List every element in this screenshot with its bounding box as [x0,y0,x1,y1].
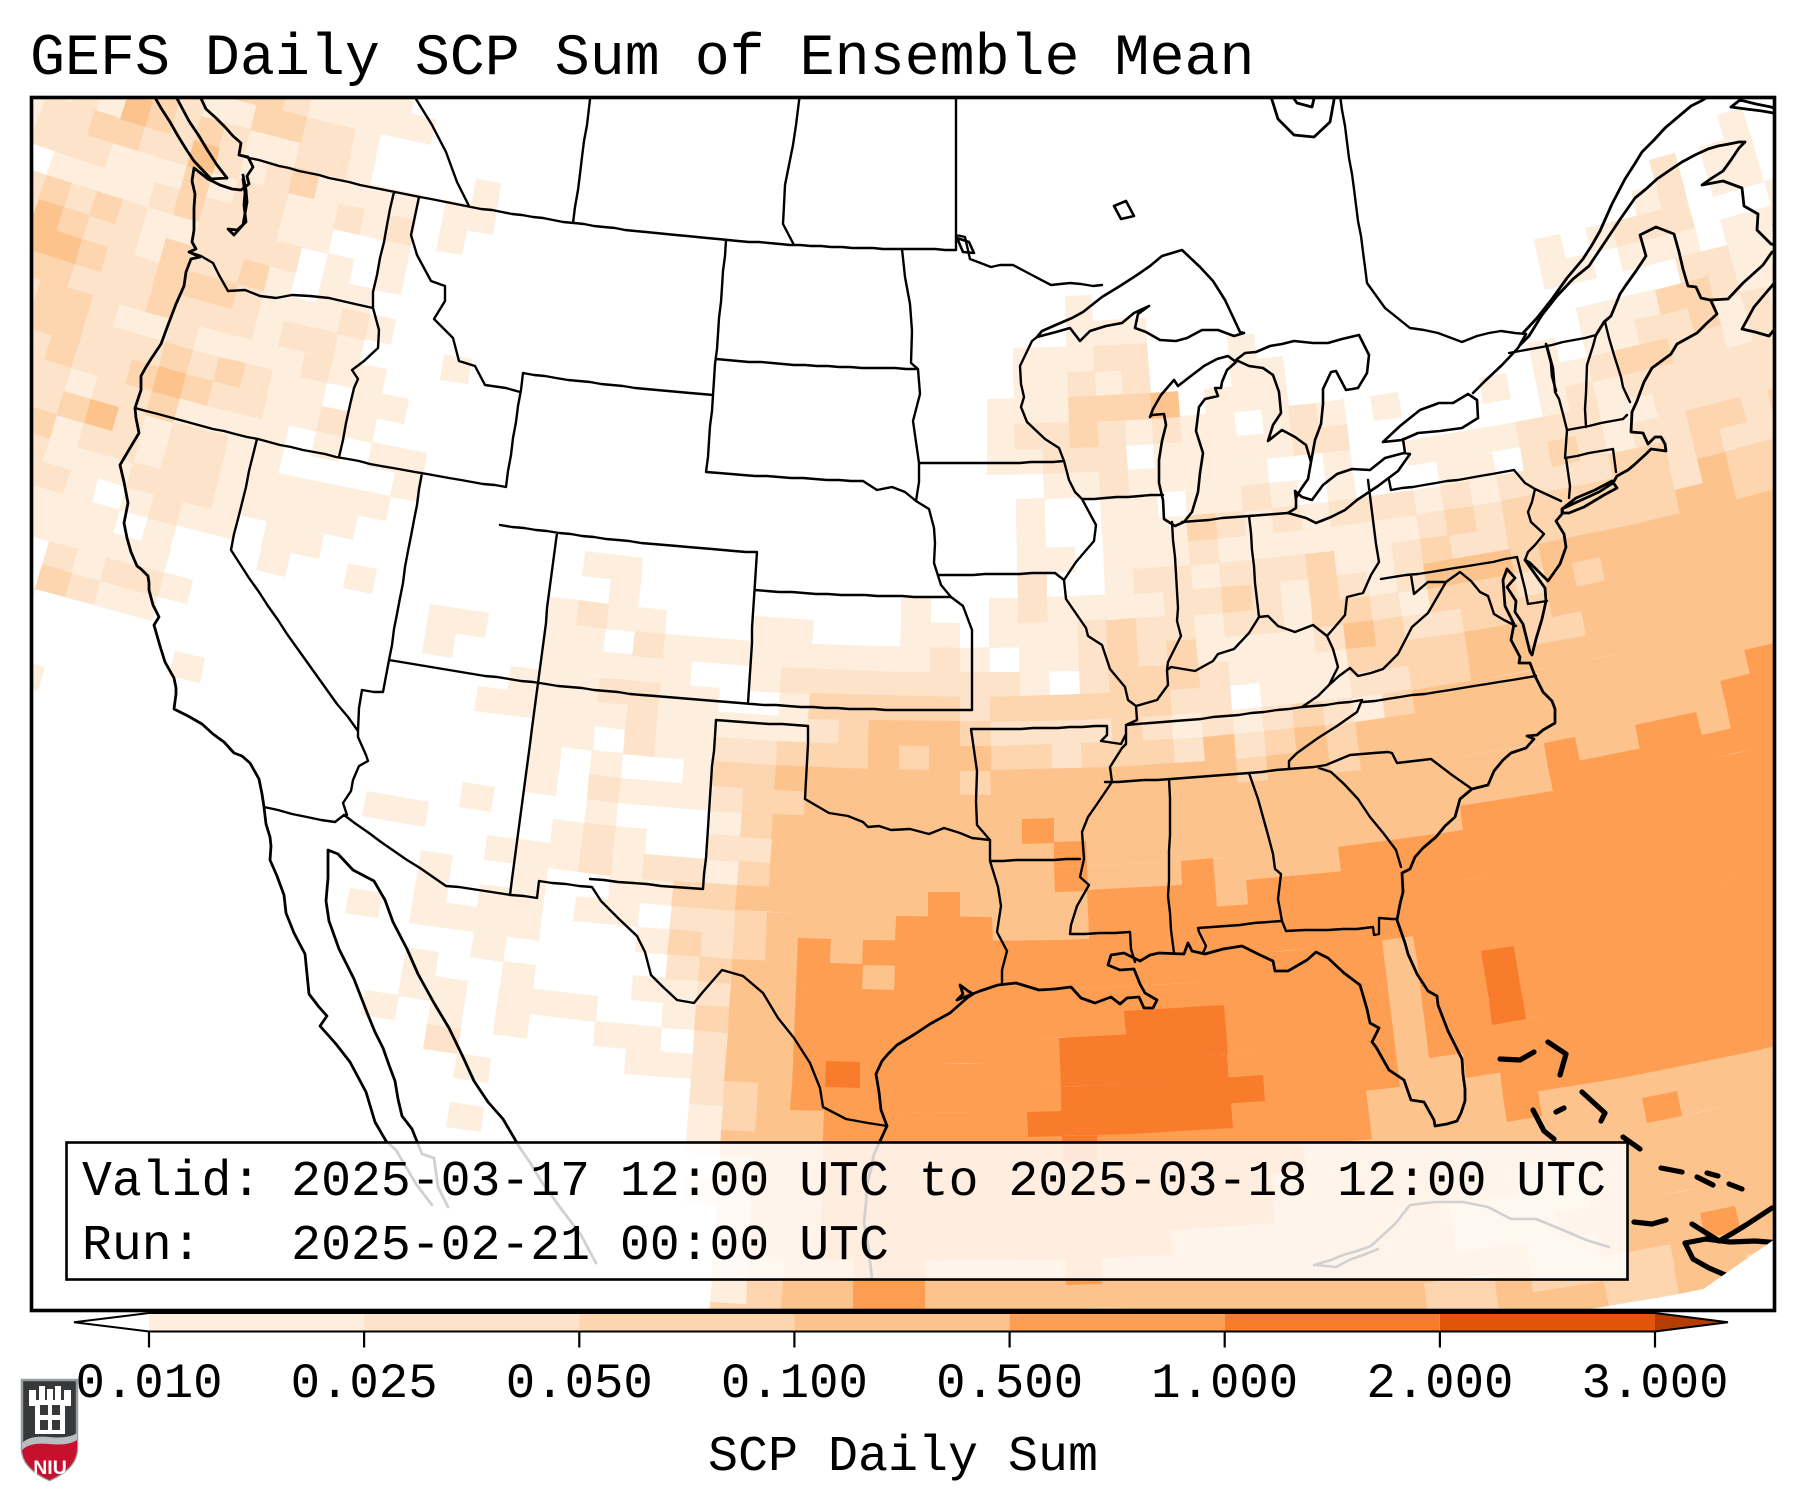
svg-text:3.000: 3.000 [1581,1356,1728,1412]
svg-text:GEFS Daily SCP Sum of Ensemble: GEFS Daily SCP Sum of Ensemble Mean [30,25,1254,92]
svg-text:1.000: 1.000 [1151,1356,1298,1412]
svg-text:NIU: NIU [33,1457,67,1479]
svg-text:0.100: 0.100 [721,1356,868,1412]
svg-text:0.025: 0.025 [291,1356,438,1412]
svg-text:SCP Daily Sum: SCP Daily Sum [708,1429,1098,1486]
svg-text:Run: 2025-02-21 00:00 UTC: Run: 2025-02-21 00:00 UTC [82,1218,889,1274]
svg-text:0.500: 0.500 [936,1356,1083,1412]
svg-text:0.050: 0.050 [506,1356,653,1412]
svg-text:Valid: 2025-03-17 12:00 UTC to: Valid: 2025-03-17 12:00 UTC to 2025-03-1… [82,1154,1606,1210]
svg-text:0.010: 0.010 [75,1356,222,1412]
svg-text:2.000: 2.000 [1366,1356,1513,1412]
